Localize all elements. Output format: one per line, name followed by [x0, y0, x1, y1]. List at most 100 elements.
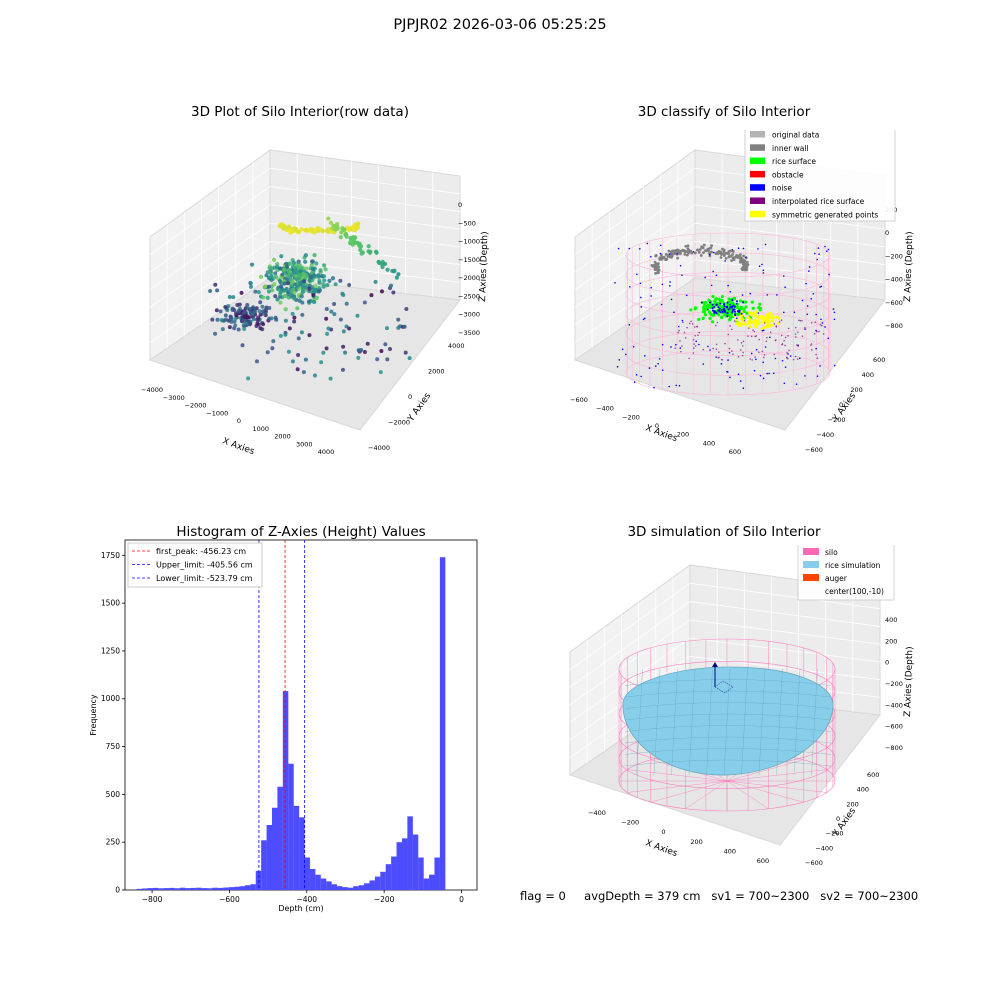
scatter-point: [302, 279, 307, 284]
noise-point: [717, 309, 720, 312]
noise-point: [642, 318, 645, 321]
interpolated-point: [678, 329, 680, 332]
gridline: [569, 582, 691, 670]
rice-surface-point: [703, 303, 707, 308]
noise-point: [740, 312, 743, 315]
interpolated-point: [674, 347, 677, 349]
inner-wall-point: [722, 248, 726, 252]
noise-point: [736, 317, 738, 320]
noise-point: [833, 311, 836, 314]
scatter-point: [310, 259, 315, 264]
scatter-point: [327, 278, 332, 283]
interpolated-point: [774, 339, 777, 342]
interpolated-point: [816, 330, 818, 333]
y-tick-label: 750: [106, 742, 121, 751]
noise-point: [614, 282, 616, 284]
x-tick-label: −400: [596, 405, 614, 413]
noise-point: [628, 324, 631, 326]
interpolated-point: [810, 322, 813, 324]
gridline: [574, 186, 696, 273]
panel4-title: 3D simulation of Silo Interior: [627, 524, 821, 540]
interpolated-point: [739, 349, 742, 351]
noise-point: [745, 256, 747, 259]
noise-point: [761, 329, 764, 332]
legend-swatch: [750, 184, 765, 191]
scatter-point: [249, 310, 254, 315]
scatter-point: [291, 287, 296, 292]
surface-mesh-line: [723, 668, 731, 776]
noise-point: [717, 306, 720, 309]
scatter-point: [314, 295, 320, 301]
interpolated-point: [794, 326, 797, 329]
legend-swatch: [750, 170, 765, 178]
interpolated-point: [677, 331, 679, 334]
inner-wall-point: [743, 268, 747, 272]
y-tick-label: 0: [839, 401, 843, 409]
scatter-point: [303, 259, 308, 264]
y-tick-label: 200: [850, 386, 862, 394]
noise-point: [713, 251, 715, 254]
silo-floor-spoke: [627, 780, 728, 793]
scatter-point: [273, 274, 278, 279]
scatter-point: [321, 263, 327, 268]
noise-point: [804, 328, 806, 330]
interpolated-point: [743, 319, 746, 322]
scatter-point: [303, 253, 308, 258]
interpolated-point: [752, 329, 754, 331]
inner-wall-point: [662, 256, 666, 260]
scatter-point: [299, 330, 304, 335]
interpolated-point: [702, 348, 705, 351]
z-tick-label: −1500: [458, 256, 480, 264]
noise-point: [723, 309, 726, 312]
histogram-bar: [163, 888, 170, 890]
symmetric-point: [776, 321, 780, 326]
scatter-point: [282, 288, 287, 293]
noise-point: [810, 297, 812, 300]
noise-point: [636, 273, 638, 276]
histogram-bar: [185, 888, 191, 890]
noise-point: [833, 318, 836, 321]
scatter-point: [226, 318, 231, 323]
y-tick-label: −400: [816, 431, 834, 439]
rice-surface-point: [751, 306, 755, 310]
scatter-point: [310, 266, 316, 271]
interpolated-point: [797, 345, 800, 347]
interpolated-point: [750, 335, 753, 338]
noise-point: [659, 244, 662, 247]
histogram-bar: [212, 887, 218, 890]
panel2-points: [614, 242, 836, 390]
noise-point: [679, 264, 682, 267]
x-tick-label: −600: [570, 396, 588, 404]
histogram-bar: [158, 888, 164, 890]
y-tick-label: −600: [805, 446, 823, 454]
scatter-point: [253, 289, 258, 294]
scatter-point: [307, 228, 312, 233]
auger-center-marker: [714, 680, 734, 694]
interpolated-point: [801, 335, 804, 338]
gridline: [689, 656, 881, 680]
panel4-rice-surface: [622, 662, 834, 776]
rice-surface-point: [745, 311, 749, 315]
inner-wall-point: [736, 256, 740, 259]
scatter-point: [249, 284, 254, 289]
histogram-bar: [250, 884, 256, 890]
scatter-point: [261, 322, 266, 327]
legend-label: original data: [772, 131, 819, 140]
histogram-bar: [142, 888, 148, 890]
scatter-point: [285, 281, 290, 286]
legend-label: rice simulation: [825, 561, 881, 570]
scatter-point: [282, 281, 287, 286]
noise-point: [806, 305, 809, 307]
inner-wall-point: [719, 256, 723, 259]
noise-point: [731, 248, 734, 251]
x-tick-label: −200: [374, 895, 395, 904]
noise-point: [762, 361, 764, 364]
interpolated-point: [741, 345, 744, 347]
noise-point: [749, 292, 752, 295]
scatter-point: [239, 290, 244, 295]
scatter-point: [319, 360, 324, 365]
interpolated-point: [775, 325, 777, 327]
scatter-point: [257, 309, 262, 314]
noise-point: [736, 310, 739, 313]
inner-wall-point: [710, 244, 714, 248]
